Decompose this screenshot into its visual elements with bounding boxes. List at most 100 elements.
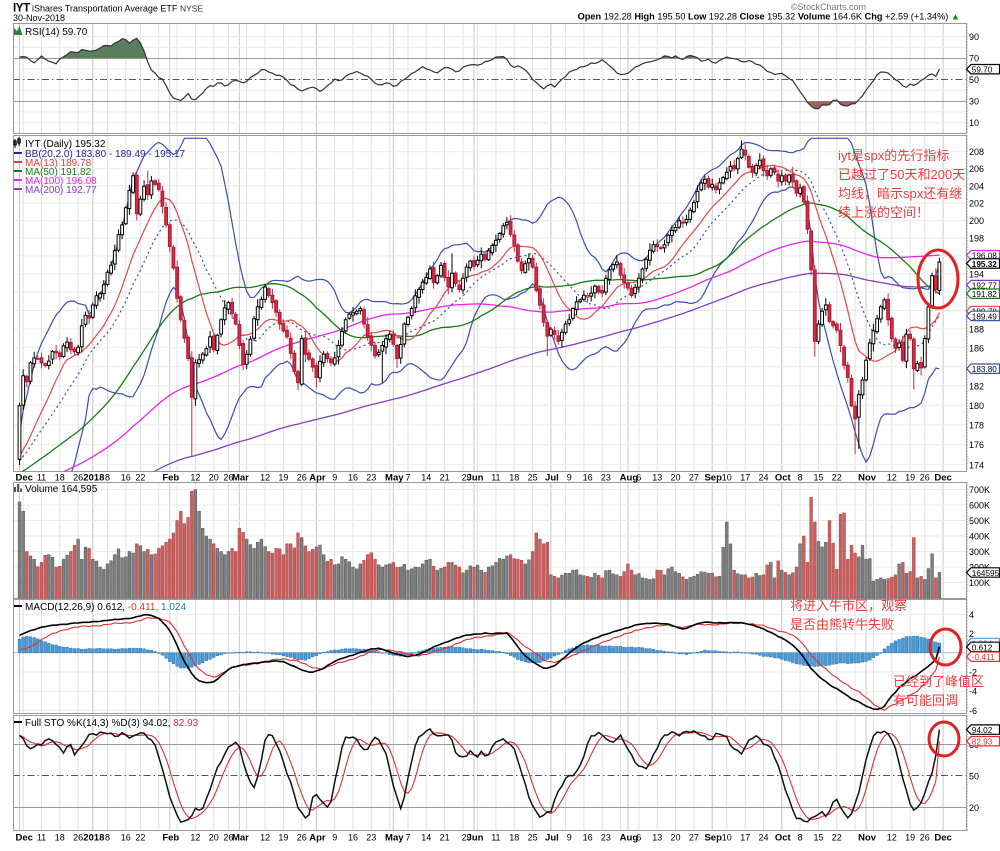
- svg-text:26: 26: [920, 473, 930, 483]
- svg-text:6: 6: [636, 833, 641, 843]
- svg-text:22: 22: [832, 473, 842, 483]
- svg-text:204: 204: [969, 181, 984, 191]
- svg-text:12: 12: [887, 833, 897, 843]
- svg-text:2: 2: [969, 629, 974, 639]
- svg-text:400K: 400K: [969, 532, 990, 542]
- svg-text:0.612: 0.612: [972, 643, 993, 652]
- svg-text:May: May: [385, 473, 404, 484]
- svg-text:7: 7: [405, 473, 410, 483]
- svg-text:12: 12: [260, 833, 270, 843]
- svg-text:Sep: Sep: [704, 473, 722, 484]
- svg-text:10: 10: [969, 118, 979, 128]
- svg-text:©StockCharts.com: ©StockCharts.com: [791, 2, 866, 12]
- svg-text:29: 29: [462, 833, 472, 843]
- svg-text:8: 8: [105, 473, 110, 483]
- svg-text:19: 19: [905, 833, 915, 843]
- svg-text:13: 13: [652, 833, 662, 843]
- svg-text:-0.411: -0.411: [972, 653, 995, 662]
- svg-text:30: 30: [969, 97, 979, 107]
- svg-text:22: 22: [832, 833, 842, 843]
- svg-text:IYT: IYT: [13, 3, 30, 15]
- svg-text:183.80: 183.80: [972, 365, 997, 374]
- svg-text:186: 186: [969, 343, 984, 353]
- svg-text:Dec: Dec: [934, 473, 951, 484]
- svg-text:18: 18: [55, 473, 65, 483]
- svg-text:Aug: Aug: [620, 833, 639, 844]
- svg-text:4: 4: [969, 610, 974, 620]
- svg-text:MA(13) 189.78: MA(13) 189.78: [25, 158, 92, 169]
- svg-text:11: 11: [491, 473, 500, 483]
- svg-text:192.77: 192.77: [972, 282, 997, 291]
- svg-text:Dec: Dec: [15, 473, 32, 484]
- svg-text:23: 23: [601, 473, 611, 483]
- svg-text:27: 27: [689, 833, 699, 843]
- svg-text:100K: 100K: [969, 578, 990, 588]
- svg-text:Apr: Apr: [309, 833, 326, 844]
- svg-text:202: 202: [969, 199, 984, 209]
- svg-text:已经到了峰值区: 已经到了峰值区: [893, 674, 984, 689]
- svg-text:-6: -6: [969, 706, 977, 716]
- svg-text:26: 26: [223, 473, 233, 483]
- svg-text:9: 9: [567, 473, 572, 483]
- svg-text:21: 21: [440, 833, 450, 843]
- svg-text:16: 16: [121, 473, 131, 483]
- svg-text:10: 10: [722, 473, 732, 483]
- svg-text:IYT (Daily) 195.32: IYT (Daily) 195.32: [25, 139, 106, 150]
- svg-text:90: 90: [969, 32, 979, 42]
- svg-text:26: 26: [73, 833, 83, 843]
- svg-text:23: 23: [366, 473, 376, 483]
- svg-text:20: 20: [209, 833, 219, 843]
- svg-text:NYSE: NYSE: [180, 4, 203, 14]
- svg-text:189.49: 189.49: [972, 312, 997, 321]
- svg-text:500K: 500K: [969, 516, 990, 526]
- svg-text:25: 25: [528, 473, 538, 483]
- svg-text:23: 23: [366, 833, 376, 843]
- svg-text:9: 9: [332, 473, 337, 483]
- svg-text:26: 26: [223, 833, 233, 843]
- svg-text:17: 17: [740, 833, 750, 843]
- svg-text:198: 198: [969, 234, 984, 244]
- svg-text:16: 16: [348, 833, 358, 843]
- svg-text:19: 19: [905, 473, 915, 483]
- svg-text:16: 16: [583, 473, 593, 483]
- svg-text:25: 25: [528, 833, 538, 843]
- svg-text:BB(20,2.0) 183.80 - 189.49 - 1: BB(20,2.0) 183.80 - 189.49 - 195.17: [25, 149, 186, 160]
- svg-text:8: 8: [105, 833, 110, 843]
- svg-text:14: 14: [421, 473, 431, 483]
- svg-text:Sep: Sep: [704, 833, 722, 844]
- svg-text:26: 26: [297, 833, 307, 843]
- svg-text:Oct: Oct: [775, 833, 792, 844]
- svg-text:191.82: 191.82: [972, 290, 997, 299]
- svg-text:Volume 164,595: Volume 164,595: [25, 484, 98, 495]
- svg-text:7: 7: [405, 833, 410, 843]
- svg-text:Feb: Feb: [162, 833, 179, 844]
- svg-text:94.02: 94.02: [972, 726, 993, 735]
- svg-text:50: 50: [969, 771, 979, 781]
- svg-text:22: 22: [135, 833, 145, 843]
- svg-text:2018: 2018: [83, 473, 104, 484]
- svg-text:196.08: 196.08: [972, 252, 997, 261]
- svg-text:RSI(14) 59.70: RSI(14) 59.70: [25, 27, 88, 38]
- svg-text:17: 17: [740, 473, 750, 483]
- svg-text:70: 70: [969, 54, 979, 64]
- svg-text:2018: 2018: [83, 833, 104, 844]
- svg-text:Full STO %K(14,3) %D(3) 94.02,: Full STO %K(14,3) %D(3) 94.02, 82.93: [25, 718, 199, 729]
- svg-text:50: 50: [969, 75, 979, 85]
- svg-text:Nov: Nov: [858, 473, 877, 484]
- svg-text:Apr: Apr: [309, 473, 326, 484]
- svg-text:续上涨的空间！: 续上涨的空间！: [838, 205, 929, 220]
- svg-text:Open 192.28 High 195.50 Low 19: Open 192.28 High 195.50 Low 192.28 Close…: [578, 12, 960, 22]
- svg-text:600K: 600K: [969, 501, 990, 511]
- svg-text:19: 19: [278, 833, 288, 843]
- svg-text:12: 12: [887, 473, 897, 483]
- svg-text:188: 188: [969, 325, 984, 335]
- svg-text:300K: 300K: [969, 547, 990, 557]
- svg-text:Jun: Jun: [467, 833, 484, 844]
- svg-text:195.32: 195.32: [972, 260, 997, 269]
- svg-text:Oct: Oct: [775, 473, 792, 484]
- svg-text:18: 18: [55, 833, 65, 843]
- svg-text:Feb: Feb: [162, 473, 179, 484]
- svg-text:将进入牛市区，观察: 将进入牛市区，观察: [790, 598, 907, 613]
- svg-text:12: 12: [260, 473, 270, 483]
- svg-text:6: 6: [636, 473, 641, 483]
